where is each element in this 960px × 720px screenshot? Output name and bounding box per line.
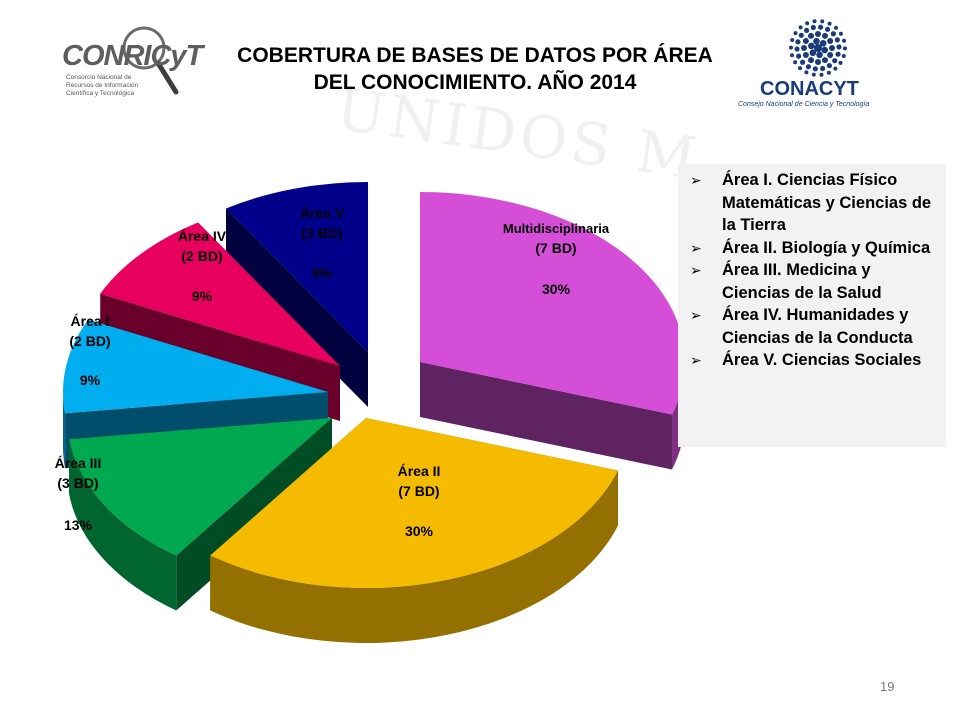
slice-label: Área IV	[178, 228, 227, 244]
conacyt-logo: CONACYT Consejo Nacional de Ciencia y Te…	[738, 18, 898, 108]
slice-label: Área III	[55, 455, 102, 471]
conacyt-subtitle: Consejo Nacional de Ciencia y Tecnología	[738, 101, 870, 108]
arrow-bullet-icon: ➢	[690, 239, 702, 256]
legend-item: ➢ Área IV. Humanidades y Ciencias de la C…	[686, 304, 940, 349]
pie-slice-side	[226, 208, 368, 407]
slice-label: Área I	[71, 313, 110, 329]
slice-count-label: (3 BD)	[301, 225, 342, 241]
slice-value-label: 9%	[80, 372, 101, 388]
slice-value-label: 9%	[192, 288, 213, 304]
arrow-bullet-icon: ➢	[690, 172, 702, 188]
legend-list: ➢ Área I. Ciencias Físico Matemáticas y C…	[686, 169, 940, 372]
legend-item: ➢ Área III. Medicina y Ciencias de la Sal…	[686, 259, 940, 304]
slice-label: Área II	[398, 463, 441, 479]
pie-slice	[420, 192, 686, 415]
slice-value-label: 9%	[312, 265, 333, 281]
slice-label: Multidisciplinaria	[503, 221, 610, 236]
arrow-bullet-icon: ➢	[690, 307, 702, 323]
slice-value-label: 13%	[64, 517, 93, 533]
arrow-bullet-icon: ➢	[690, 352, 702, 368]
pie-slice	[226, 182, 368, 352]
page-title: COBERTURA DE BASES DE DATOS POR ÁREA DEL…	[190, 42, 760, 96]
slice-count-label: (7 BD)	[535, 240, 576, 256]
legend-item-label: Área IV. Humanidades y Ciencias de la Co…	[722, 306, 913, 347]
legend-item-label: Área III. Medicina y Ciencias de la Salu…	[722, 261, 882, 302]
slice-count-label: (7 BD)	[398, 483, 439, 499]
conricyt-wordmark: CONRICyT	[62, 40, 203, 72]
conacyt-emblem-icon	[789, 19, 847, 77]
conricyt-logo: CONRICyT Consorcio Nacional de Recursos …	[58, 22, 203, 102]
legend-box: ➢ Área I. Ciencias Físico Matemáticas y C…	[678, 164, 946, 447]
pie-slice	[100, 222, 341, 366]
pie-slice	[63, 319, 329, 414]
pie-slice	[210, 418, 619, 589]
slice-value-label: 30%	[405, 523, 434, 539]
legend-item: ➢ Área II. Biología y Química	[686, 237, 940, 260]
magnifier-icon	[122, 26, 179, 95]
legend-item: ➢ Área V. Ciencias Sociales	[686, 349, 940, 372]
slice-label: Área V	[300, 205, 345, 221]
page-number: 19	[880, 679, 895, 694]
slice-count-label: (2 BD)	[181, 248, 222, 264]
arrow-bullet-icon: ➢	[690, 262, 702, 278]
pie-slice	[69, 418, 333, 556]
conacyt-wordmark: CONACYT	[760, 78, 859, 100]
slice-value-label: 30%	[542, 281, 571, 297]
legend-item-label: Área I. Ciencias Físico Matemáticas y Ci…	[722, 171, 932, 234]
title-line-1: COBERTURA DE BASES DE DATOS POR ÁREA	[237, 44, 713, 67]
legend-item-label: Área II. Biología y Química	[722, 238, 931, 257]
conricyt-subtitle: Consorcio Nacional de Recursos de Inform…	[66, 74, 139, 97]
slice-count-label: (2 BD)	[69, 333, 110, 349]
legend-item-label: Área V. Ciencias Sociales	[722, 351, 922, 369]
slice-count-label: (3 BD)	[57, 475, 98, 491]
legend-item: ➢ Área I. Ciencias Físico Matemáticas y C…	[686, 169, 940, 237]
title-line-2: DEL CONOCIMIENTO. AÑO 2014	[313, 71, 637, 94]
